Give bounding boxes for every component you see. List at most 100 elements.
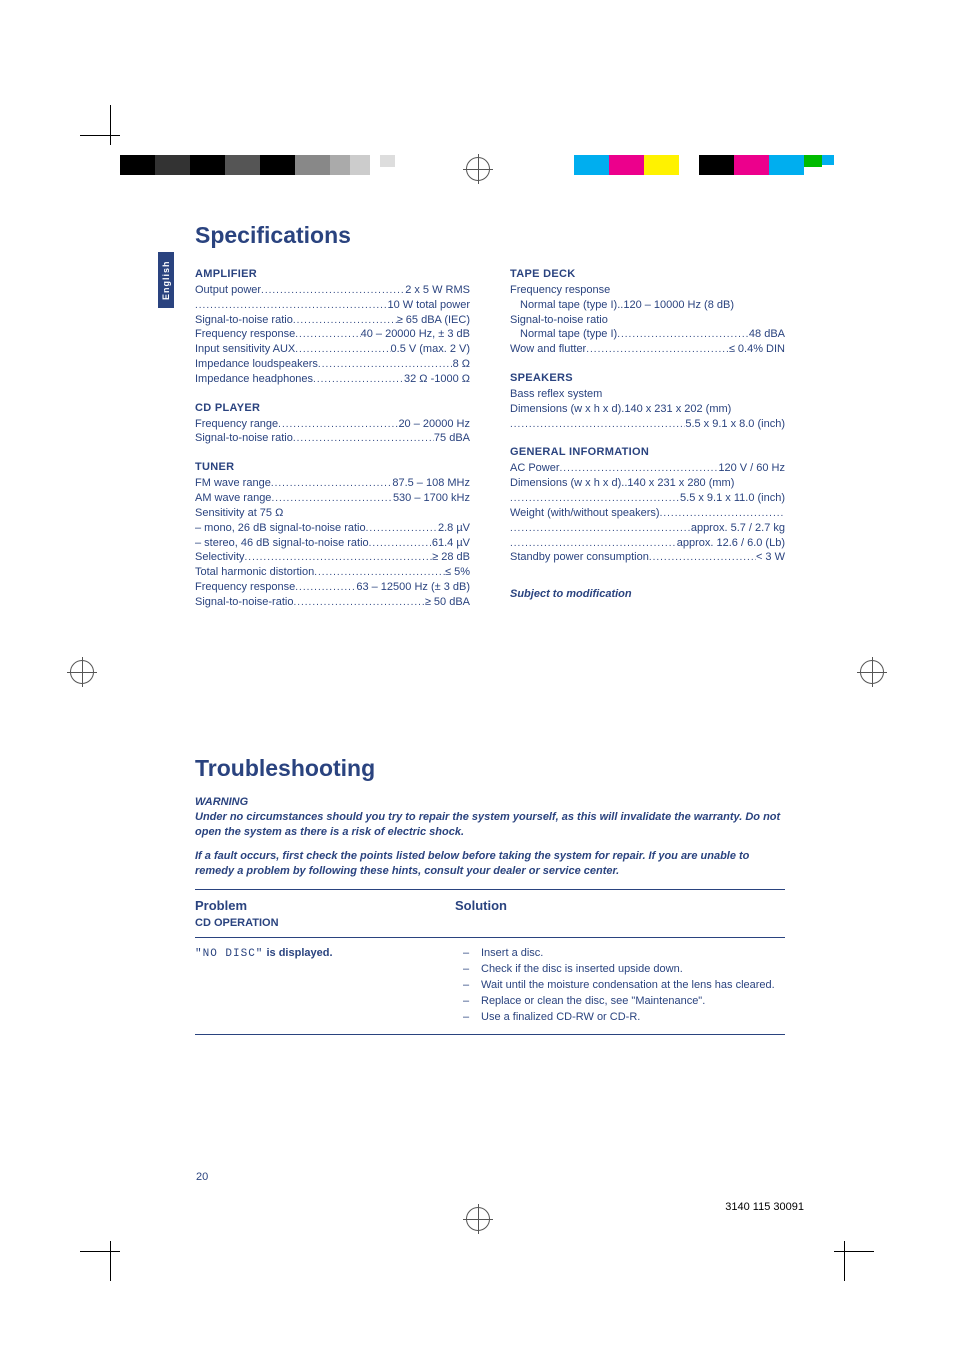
print-reg-left: [120, 155, 395, 175]
spec-value: 140 x 231 x 202 (mm): [624, 402, 731, 417]
spec-row: Output power2 x 5 W RMS: [195, 283, 470, 298]
trouble-problem: "NO DISC" is displayed.: [195, 946, 455, 1026]
spec-row: Frequency range20 – 20000 Hz: [195, 417, 470, 432]
spec-dots: [586, 342, 729, 357]
solution-item: –Insert a disc.: [455, 946, 785, 962]
registration-mark-icon: [70, 660, 94, 684]
spec-label: Weight (with/without speakers): [510, 506, 660, 521]
spec-row: Frequency response63 – 12500 Hz (± 3 dB): [195, 580, 470, 595]
spec-label: Output power: [195, 283, 261, 298]
spec-row: Standby power consumption< 3 W: [510, 550, 785, 565]
registration-mark-icon: [466, 1207, 490, 1231]
spec-value: approx. 5.7 / 2.7 kg: [691, 521, 785, 536]
spec-value: 140 x 231 x 280 (mm): [627, 476, 734, 491]
spec-value: 87.5 – 108 MHz: [392, 476, 470, 491]
problem-column-head: Problem: [195, 898, 455, 913]
page-content: Specifications AMPLIFIER Output power2 x…: [195, 222, 785, 1043]
spec-value: 75 dBA: [434, 431, 470, 446]
spec-row: Selectivity≥ 28 dB: [195, 550, 470, 565]
speakers-heading: SPEAKERS: [510, 371, 785, 386]
footer-code: 3140 115 30091: [725, 1201, 804, 1213]
general-info-heading: GENERAL INFORMATION: [510, 445, 785, 460]
sensitivity-line: Sensitivity at 75 Ω: [195, 506, 470, 521]
dash-icon: –: [463, 1010, 481, 1026]
spec-row: Input sensitivity AUX0.5 V (max. 2 V): [195, 342, 470, 357]
spec-dots: [295, 580, 356, 595]
spec-row: Normal tape (type I)48 dBA: [520, 327, 785, 342]
spec-value: 10 W total power: [387, 298, 470, 313]
print-reg-right: [574, 155, 834, 175]
crop-mark-icon: [834, 1241, 874, 1281]
spec-row: Frequency response40 – 20000 Hz, ± 3 dB: [195, 327, 470, 342]
modification-note: Subject to modification: [510, 587, 785, 602]
spec-dots: [510, 491, 680, 506]
spec-dots: [366, 521, 438, 536]
spec-row: Impedance loudspeakers8 Ω: [195, 357, 470, 372]
spec-value: 32 Ω -1000 Ω: [404, 372, 470, 387]
spec-label: FM wave range: [195, 476, 271, 491]
spec-dots: [617, 327, 749, 342]
troubleshooting-section: Troubleshooting WARNING Under no circums…: [195, 755, 785, 1035]
solution-item: –Check if the disc is inserted upside do…: [455, 962, 785, 978]
spec-row: 5.5 x 9.1 x 11.0 (inch): [510, 491, 785, 506]
divider: [195, 1034, 785, 1035]
spec-dots: [318, 357, 453, 372]
solution-column-head: Solution: [455, 898, 507, 913]
spec-label: AC Power: [510, 461, 560, 476]
specifications-heading: Specifications: [195, 222, 785, 249]
spec-value: ≤ 5%: [445, 565, 470, 580]
trouble-row: "NO DISC" is displayed. –Insert a disc.–…: [195, 946, 785, 1026]
solution-text: Replace or clean the disc, see "Maintena…: [481, 994, 705, 1010]
spec-label: Frequency response: [195, 580, 295, 595]
divider: [195, 937, 785, 938]
spec-label: Frequency range: [195, 417, 278, 432]
page: English Specifications AMPLIFIER Output …: [0, 0, 954, 1351]
spec-value: approx. 12.6 / 6.0 (Lb): [677, 536, 785, 551]
registration-mark-icon: [860, 660, 884, 684]
spec-dots: [261, 283, 405, 298]
trouble-solutions: –Insert a disc.–Check if the disc is ins…: [455, 946, 785, 1026]
cd-operation-heading: CD OPERATION: [195, 917, 785, 929]
language-tab: English: [158, 252, 174, 308]
tape-snr-line: Signal-to-noise ratio: [510, 313, 785, 328]
spec-label: Signal-to-noise ratio: [195, 431, 293, 446]
spec-row: FM wave range 87.5 – 108 MHz: [195, 476, 470, 491]
speakers-line: Bass reflex system: [510, 387, 785, 402]
specs-right-column: TAPE DECK Frequency response Normal tape…: [510, 257, 785, 610]
solution-text: Use a finalized CD-RW or CD-R.: [481, 1010, 640, 1026]
warning-label: WARNING: [195, 796, 785, 808]
spec-dots: [293, 595, 424, 610]
spec-value: 120 V / 60 Hz: [718, 461, 785, 476]
dash-icon: –: [463, 994, 481, 1010]
spec-dots: [271, 491, 393, 506]
spec-dots: [293, 313, 397, 328]
spec-label: Impedance headphones: [195, 372, 313, 387]
solution-text: Check if the disc is inserted upside dow…: [481, 962, 683, 978]
crop-mark-icon: [80, 1241, 120, 1281]
spec-value: 5.5 x 9.1 x 11.0 (inch): [680, 491, 785, 506]
dash-icon: –: [463, 978, 481, 994]
spec-label: AM wave range: [195, 491, 271, 506]
spec-dots: [293, 431, 434, 446]
solution-item: –Wait until the moisture condensation at…: [455, 978, 785, 994]
spec-label: Standby power consumption: [510, 550, 649, 565]
spec-label: Wow and flutter: [510, 342, 586, 357]
dash-icon: –: [463, 962, 481, 978]
spec-row: – mono, 26 dB signal-to-noise ratio2.8 µ…: [195, 521, 470, 536]
spec-row: AM wave range530 – 1700 kHz: [195, 491, 470, 506]
spec-label: Signal-to-noise ratio: [195, 313, 293, 328]
spec-row: Total harmonic distortion ≤ 5%: [195, 565, 470, 580]
spec-row: Normal tape (type I) .. 120 – 10000 Hz (…: [520, 298, 785, 313]
spec-label: Total harmonic distortion: [195, 565, 314, 580]
tuner-heading: TUNER: [195, 460, 470, 475]
spec-label: Impedance loudspeakers: [195, 357, 318, 372]
spec-dots: [510, 536, 677, 551]
solution-text: Wait until the moisture condensation at …: [481, 978, 775, 994]
spec-value: 120 – 10000 Hz (8 dB): [623, 298, 734, 313]
spec-dots: [195, 298, 387, 313]
spec-label: – stereo, 46 dB signal-to-noise ratio: [195, 536, 369, 551]
spec-dots: [295, 342, 390, 357]
amplifier-heading: AMPLIFIER: [195, 267, 470, 282]
spec-value: ≥ 28 dB: [432, 550, 470, 565]
spec-dots: [271, 476, 393, 491]
